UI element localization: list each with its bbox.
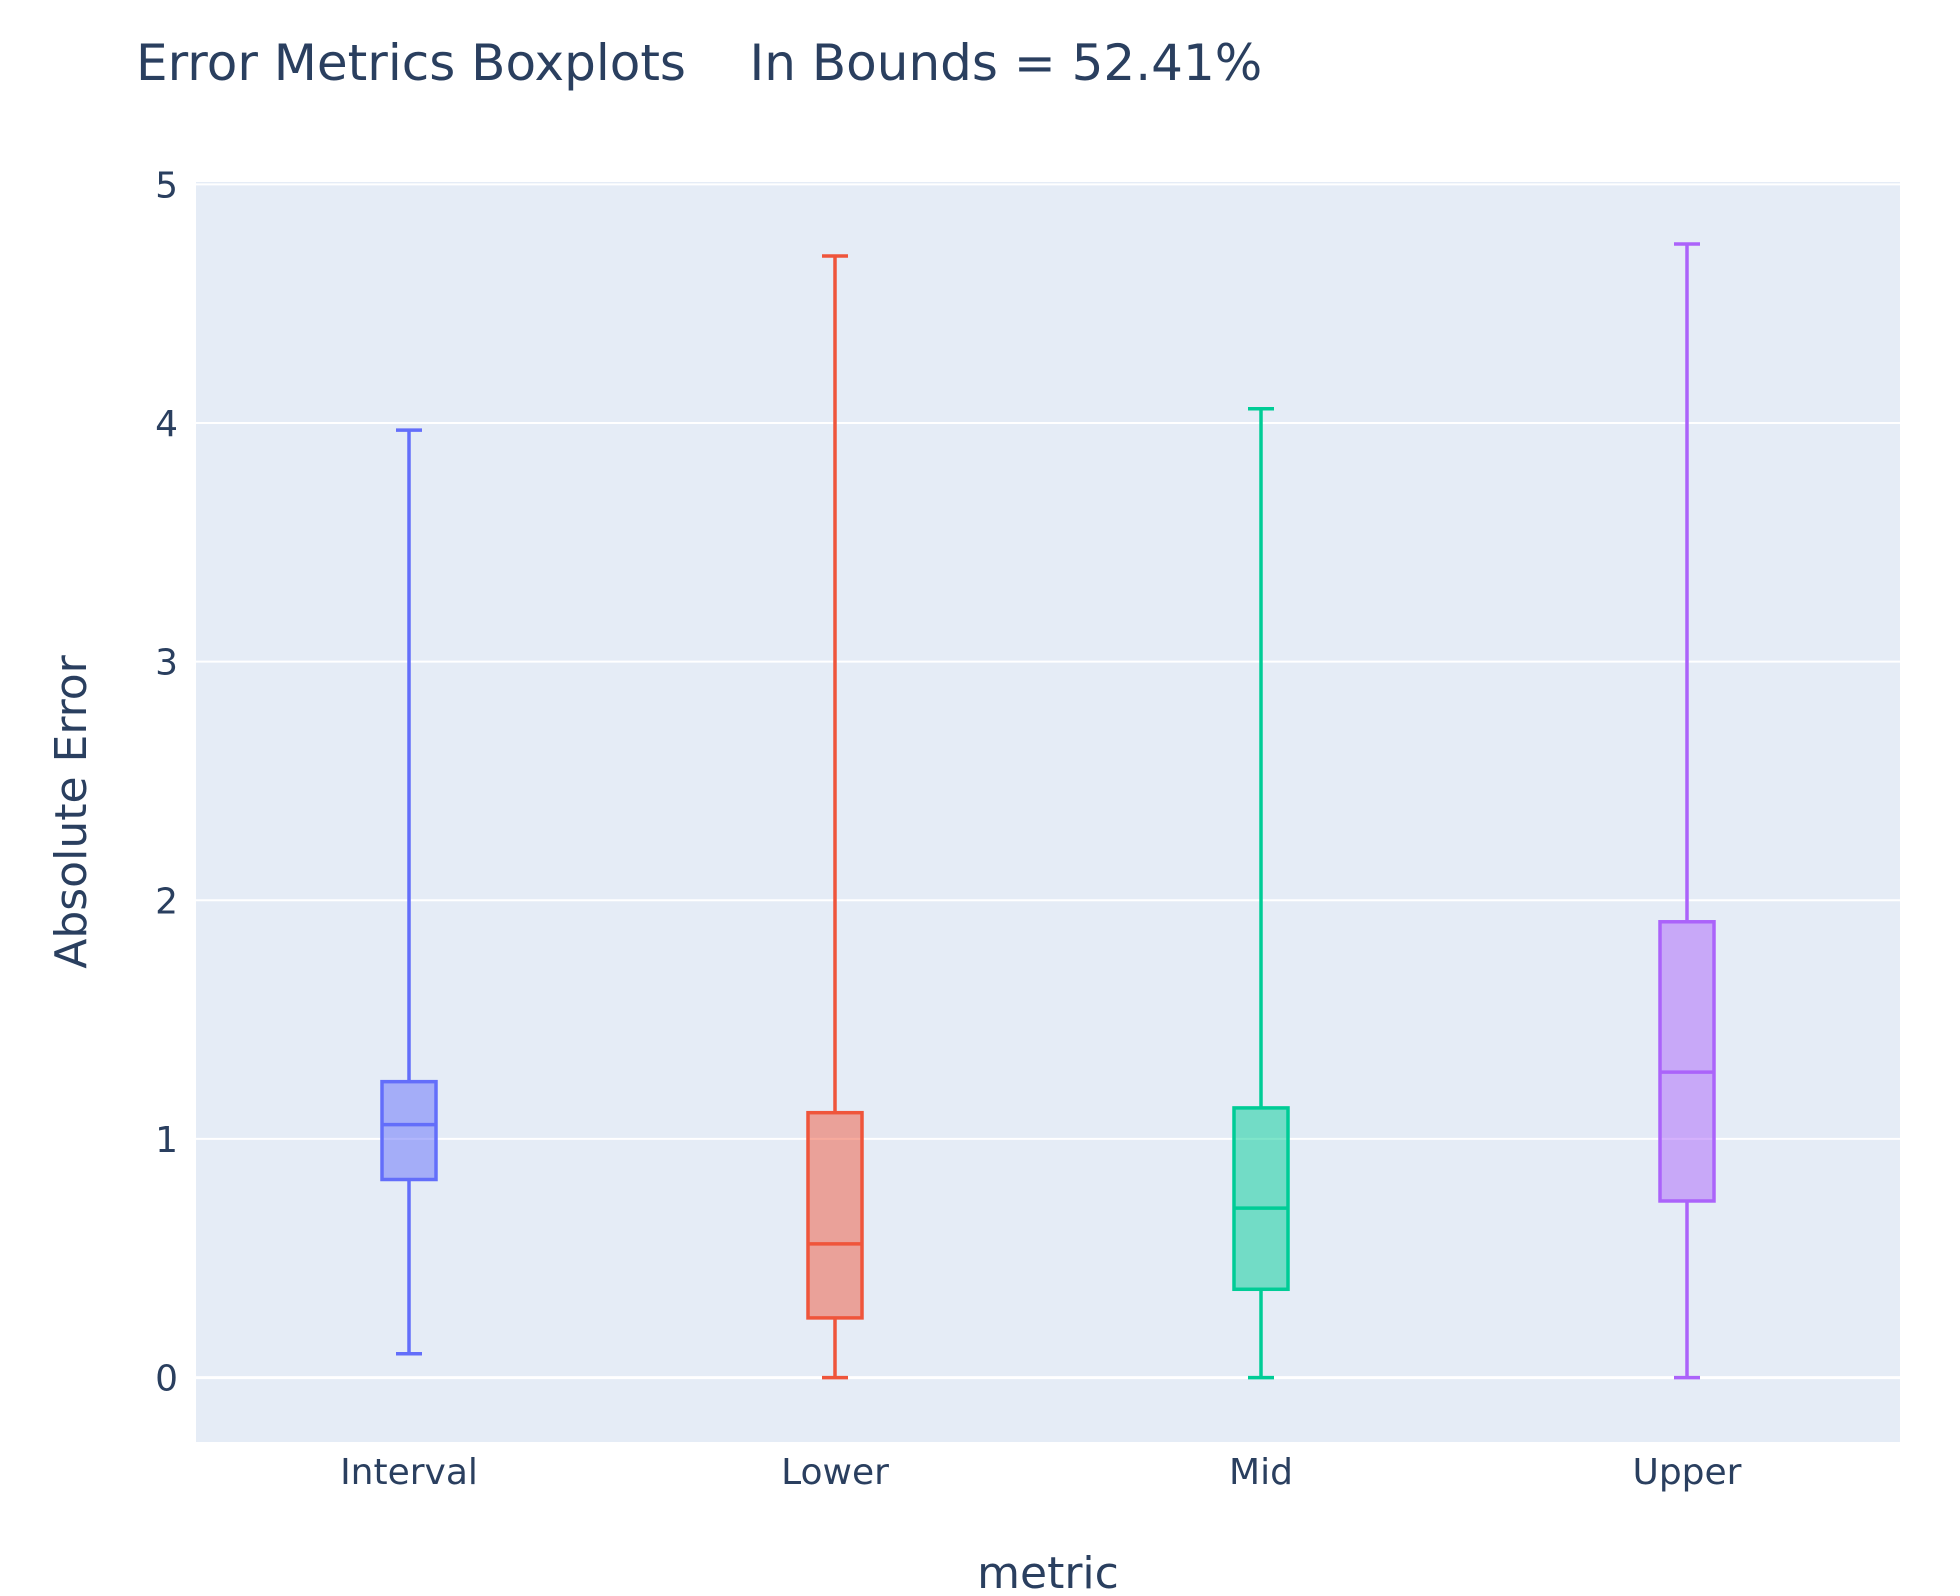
- y-tick-label-4: 4: [155, 404, 178, 445]
- y-tick-label-3: 3: [155, 643, 178, 684]
- x-tick-label-mid: Mid: [1229, 1452, 1293, 1493]
- box-mid: [1232, 406, 1290, 1380]
- iqr-box-mid: [1232, 1106, 1290, 1292]
- x-tick-labels: Interval Lower Mid Upper: [340, 1452, 1742, 1493]
- box-lower: [806, 254, 864, 1380]
- iqr-box-upper: [1658, 920, 1716, 1203]
- plot-background: [196, 182, 1900, 1442]
- chart-title: Error Metrics Boxplots In Bounds = 52.41…: [136, 34, 1262, 92]
- x-tick-label-lower: Lower: [781, 1452, 889, 1493]
- x-tick-label-interval: Interval: [340, 1452, 478, 1493]
- y-tick-labels: 0 1 2 3 4 5: [155, 165, 178, 1399]
- x-tick-label-upper: Upper: [1632, 1452, 1741, 1493]
- box-interval: [380, 428, 438, 1356]
- iqr-box-lower: [806, 1110, 864, 1320]
- y-axis-title: Absolute Error: [46, 654, 97, 968]
- y-tick-label-5: 5: [155, 165, 178, 206]
- x-axis-title: metric: [977, 1548, 1119, 1596]
- box-series: [380, 242, 1716, 1380]
- gridlines: [196, 183, 1900, 1380]
- y-tick-label-0: 0: [155, 1359, 178, 1400]
- y-tick-label-2: 2: [155, 881, 178, 922]
- box-upper: [1658, 242, 1716, 1380]
- iqr-box-interval: [380, 1079, 438, 1182]
- y-tick-label-1: 1: [155, 1120, 178, 1161]
